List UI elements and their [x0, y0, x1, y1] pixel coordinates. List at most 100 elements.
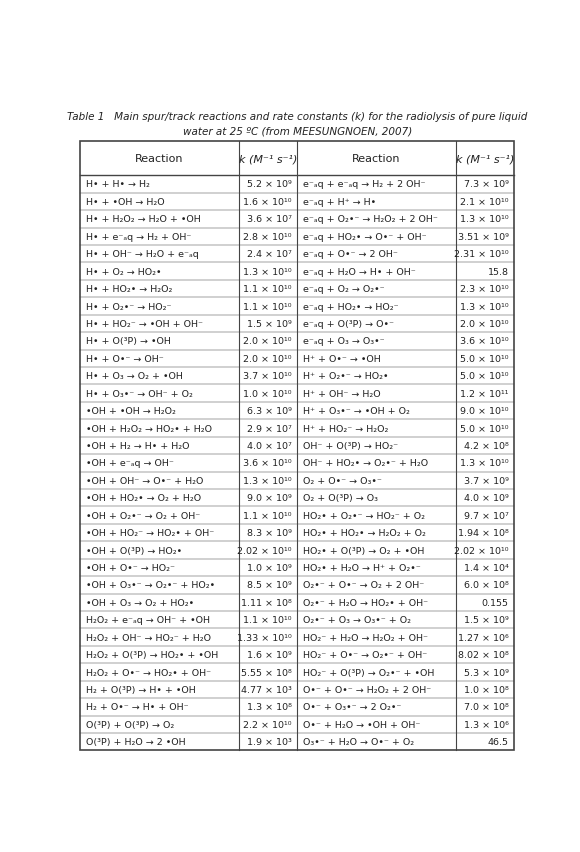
Text: e⁻ₐq + O•⁻ → 2 OH⁻: e⁻ₐq + O•⁻ → 2 OH⁻ — [303, 250, 397, 259]
Text: O(³P) + H₂O → 2 •OH: O(³P) + H₂O → 2 •OH — [86, 737, 185, 746]
Text: 8.5 × 10⁹: 8.5 × 10⁹ — [247, 581, 292, 590]
Text: water at 25 ºC (from MEESUNGNOEN, 2007): water at 25 ºC (from MEESUNGNOEN, 2007) — [183, 127, 412, 137]
Text: H• + O•⁻ → OH⁻: H• + O•⁻ → OH⁻ — [86, 354, 164, 363]
Text: H₂O₂ + e⁻ₐq → OH⁻ + •OH: H₂O₂ + e⁻ₐq → OH⁻ + •OH — [86, 615, 210, 625]
Text: 4.0 × 10⁷: 4.0 × 10⁷ — [247, 441, 292, 451]
Text: 1.3 × 10⁸: 1.3 × 10⁸ — [247, 703, 292, 711]
Text: H• + O₂ → HO₂•: H• + O₂ → HO₂• — [86, 268, 161, 276]
Text: HO₂• + HO₂• → H₂O₂ + O₂: HO₂• + HO₂• → H₂O₂ + O₂ — [303, 528, 426, 538]
Text: 46.5: 46.5 — [488, 737, 509, 746]
Text: •OH + O₂•⁻ → O₂ + OH⁻: •OH + O₂•⁻ → O₂ + OH⁻ — [86, 511, 200, 520]
Text: 5.3 × 10⁹: 5.3 × 10⁹ — [464, 668, 509, 676]
Text: H• + HO₂⁻ → •OH + OH⁻: H• + HO₂⁻ → •OH + OH⁻ — [86, 320, 202, 329]
Text: 5.55 × 10⁸: 5.55 × 10⁸ — [241, 668, 292, 676]
Text: 3.51 × 10⁹: 3.51 × 10⁹ — [458, 233, 509, 241]
Text: 1.4 × 10⁴: 1.4 × 10⁴ — [464, 563, 509, 573]
Text: e⁻ₐq + H⁺ → H•: e⁻ₐq + H⁺ → H• — [303, 198, 376, 207]
Text: •OH + H₂O₂ → HO₂• + H₂O: •OH + H₂O₂ → HO₂• + H₂O — [86, 424, 212, 433]
Text: •OH + O•⁻ → HO₂⁻: •OH + O•⁻ → HO₂⁻ — [86, 563, 175, 573]
Text: 0.155: 0.155 — [482, 598, 509, 607]
Text: 5.0 × 10¹⁰: 5.0 × 10¹⁰ — [461, 371, 509, 381]
Text: 8.02 × 10⁸: 8.02 × 10⁸ — [458, 650, 509, 659]
Text: Reaction: Reaction — [352, 154, 401, 164]
Text: 1.3 × 10¹⁰: 1.3 × 10¹⁰ — [243, 476, 292, 486]
Text: H• + O₃ → O₂ + •OH: H• + O₃ → O₂ + •OH — [86, 371, 183, 381]
Text: H• + e⁻ₐq → H₂ + OH⁻: H• + e⁻ₐq → H₂ + OH⁻ — [86, 233, 191, 241]
Text: 9.0 × 10⁹: 9.0 × 10⁹ — [247, 493, 292, 503]
Text: 1.6 × 10⁹: 1.6 × 10⁹ — [247, 650, 292, 659]
Text: 1.1 × 10¹⁰: 1.1 × 10¹⁰ — [244, 615, 292, 625]
Text: 2.31 × 10¹⁰: 2.31 × 10¹⁰ — [454, 250, 509, 259]
Text: H⁺ + HO₂⁻ → H₂O₂: H⁺ + HO₂⁻ → H₂O₂ — [303, 424, 388, 433]
Text: e⁻ₐq + O₂ → O₂•⁻: e⁻ₐq + O₂ → O₂•⁻ — [303, 285, 385, 294]
Text: OH⁻ + O(³P) → HO₂⁻: OH⁻ + O(³P) → HO₂⁻ — [303, 441, 398, 451]
Text: 2.02 × 10¹⁰: 2.02 × 10¹⁰ — [237, 546, 292, 555]
Text: •OH + HO₂⁻ → HO₂• + OH⁻: •OH + HO₂⁻ → HO₂• + OH⁻ — [86, 528, 214, 538]
Text: e⁻ₐq + O(³P) → O•⁻: e⁻ₐq + O(³P) → O•⁻ — [303, 320, 394, 329]
Text: 5.2 × 10⁹: 5.2 × 10⁹ — [247, 181, 292, 189]
Text: 1.3 × 10¹⁰: 1.3 × 10¹⁰ — [460, 302, 509, 311]
Text: O₃•⁻ + H₂O → O•⁻ + O₂: O₃•⁻ + H₂O → O•⁻ + O₂ — [303, 737, 414, 746]
Text: O₂ + O(³P) → O₃: O₂ + O(³P) → O₃ — [303, 493, 378, 503]
Text: •OH + HO₂• → O₂ + H₂O: •OH + HO₂• → O₂ + H₂O — [86, 493, 201, 503]
Text: 3.6 × 10¹⁰: 3.6 × 10¹⁰ — [460, 337, 509, 346]
Text: 3.6 × 10¹⁰: 3.6 × 10¹⁰ — [243, 459, 292, 468]
Text: 1.27 × 10⁶: 1.27 × 10⁶ — [458, 633, 509, 642]
Text: O(³P) + O(³P) → O₂: O(³P) + O(³P) → O₂ — [86, 720, 174, 729]
Text: HO₂⁻ + O•⁻ → O₂•⁻ + OH⁻: HO₂⁻ + O•⁻ → O₂•⁻ + OH⁻ — [303, 650, 427, 659]
Text: 5.0 × 10¹⁰: 5.0 × 10¹⁰ — [461, 354, 509, 363]
Text: k (M⁻¹ s⁻¹): k (M⁻¹ s⁻¹) — [239, 154, 297, 164]
Text: H₂ + O•⁻ → H• + OH⁻: H₂ + O•⁻ → H• + OH⁻ — [86, 703, 188, 711]
Text: H⁺ + OH⁻ → H₂O: H⁺ + OH⁻ → H₂O — [303, 389, 380, 398]
Text: 5.0 × 10¹⁰: 5.0 × 10¹⁰ — [461, 424, 509, 433]
Text: H₂O₂ + O(³P) → HO₂• + •OH: H₂O₂ + O(³P) → HO₂• + •OH — [86, 650, 218, 659]
Text: e⁻ₐq + O₃ → O₃•⁻: e⁻ₐq + O₃ → O₃•⁻ — [303, 337, 385, 346]
Text: O•⁻ + O•⁻ → H₂O₂ + 2 OH⁻: O•⁻ + O•⁻ → H₂O₂ + 2 OH⁻ — [303, 685, 431, 694]
Text: H• + O₂•⁻ → HO₂⁻: H• + O₂•⁻ → HO₂⁻ — [86, 302, 171, 311]
Text: HO₂• + O₂•⁻ → HO₂⁻ + O₂: HO₂• + O₂•⁻ → HO₂⁻ + O₂ — [303, 511, 425, 520]
Text: 8.3 × 10⁹: 8.3 × 10⁹ — [247, 528, 292, 538]
Text: 6.3 × 10⁹: 6.3 × 10⁹ — [247, 406, 292, 416]
Text: H• + HO₂• → H₂O₂: H• + HO₂• → H₂O₂ — [86, 285, 172, 294]
Text: 3.7 × 10⁹: 3.7 × 10⁹ — [464, 476, 509, 486]
Text: 2.0 × 10¹⁰: 2.0 × 10¹⁰ — [244, 337, 292, 346]
Text: e⁻ₐq + H₂O → H• + OH⁻: e⁻ₐq + H₂O → H• + OH⁻ — [303, 268, 415, 276]
Text: 2.2 × 10¹⁰: 2.2 × 10¹⁰ — [244, 720, 292, 729]
Text: O₂•⁻ + O•⁻ → O₂ + 2 OH⁻: O₂•⁻ + O•⁻ → O₂ + 2 OH⁻ — [303, 581, 424, 590]
Text: 4.2 × 10⁸: 4.2 × 10⁸ — [464, 441, 509, 451]
Text: 3.6 × 10⁷: 3.6 × 10⁷ — [247, 215, 292, 224]
Text: 4.77 × 10³: 4.77 × 10³ — [241, 685, 292, 694]
Text: Reaction: Reaction — [135, 154, 184, 164]
Text: 1.9 × 10³: 1.9 × 10³ — [247, 737, 292, 746]
Text: H• + H• → H₂: H• + H• → H₂ — [86, 181, 150, 189]
Text: 1.11 × 10⁸: 1.11 × 10⁸ — [241, 598, 292, 607]
Text: H• + •OH → H₂O: H• + •OH → H₂O — [86, 198, 164, 207]
Text: HO₂⁻ + O(³P) → O₂•⁻ + •OH: HO₂⁻ + O(³P) → O₂•⁻ + •OH — [303, 668, 434, 676]
Text: •OH + H₂ → H• + H₂O: •OH + H₂ → H• + H₂O — [86, 441, 189, 451]
Text: 9.0 × 10¹⁰: 9.0 × 10¹⁰ — [461, 406, 509, 416]
Text: O₂•⁻ + H₂O → HO₂• + OH⁻: O₂•⁻ + H₂O → HO₂• + OH⁻ — [303, 598, 428, 607]
Text: •OH + e⁻ₐq → OH⁻: •OH + e⁻ₐq → OH⁻ — [86, 459, 173, 468]
Text: 1.0 × 10¹⁰: 1.0 × 10¹⁰ — [244, 389, 292, 398]
Text: 2.4 × 10⁷: 2.4 × 10⁷ — [247, 250, 292, 259]
Text: 1.5 × 10⁹: 1.5 × 10⁹ — [247, 320, 292, 329]
Text: H• + H₂O₂ → H₂O + •OH: H• + H₂O₂ → H₂O + •OH — [86, 215, 201, 224]
Text: 2.0 × 10¹⁰: 2.0 × 10¹⁰ — [244, 354, 292, 363]
Text: e⁻ₐq + HO₂• → HO₂⁻: e⁻ₐq + HO₂• → HO₂⁻ — [303, 302, 398, 311]
Text: H• + OH⁻ → H₂O + e⁻ₐq: H• + OH⁻ → H₂O + e⁻ₐq — [86, 250, 198, 259]
Text: 1.1 × 10¹⁰: 1.1 × 10¹⁰ — [244, 285, 292, 294]
Text: 7.0 × 10⁸: 7.0 × 10⁸ — [464, 703, 509, 711]
Text: H₂ + O(³P) → H• + •OH: H₂ + O(³P) → H• + •OH — [86, 685, 195, 694]
Text: Table 1   Main spur/track reactions and rate constants (k) for the radiolysis of: Table 1 Main spur/track reactions and ra… — [67, 112, 527, 122]
Text: 9.7 × 10⁷: 9.7 × 10⁷ — [464, 511, 509, 520]
Text: 1.3 × 10¹⁰: 1.3 × 10¹⁰ — [460, 459, 509, 468]
Text: 2.1 × 10¹⁰: 2.1 × 10¹⁰ — [461, 198, 509, 207]
Text: •OH + O₃•⁻ → O₂•⁻ + HO₂•: •OH + O₃•⁻ → O₂•⁻ + HO₂• — [86, 581, 215, 590]
Text: 1.0 × 10⁹: 1.0 × 10⁹ — [247, 563, 292, 573]
Text: 1.3 × 10¹⁰: 1.3 × 10¹⁰ — [243, 268, 292, 276]
Text: 2.0 × 10¹⁰: 2.0 × 10¹⁰ — [461, 320, 509, 329]
Text: H• + O(³P) → •OH: H• + O(³P) → •OH — [86, 337, 171, 346]
Text: H₂O₂ + O•⁻ → HO₂• + OH⁻: H₂O₂ + O•⁻ → HO₂• + OH⁻ — [86, 668, 211, 676]
Text: e⁻ₐq + HO₂• → O•⁻ + OH⁻: e⁻ₐq + HO₂• → O•⁻ + OH⁻ — [303, 233, 426, 241]
Text: k (M⁻¹ s⁻¹): k (M⁻¹ s⁻¹) — [456, 154, 514, 164]
